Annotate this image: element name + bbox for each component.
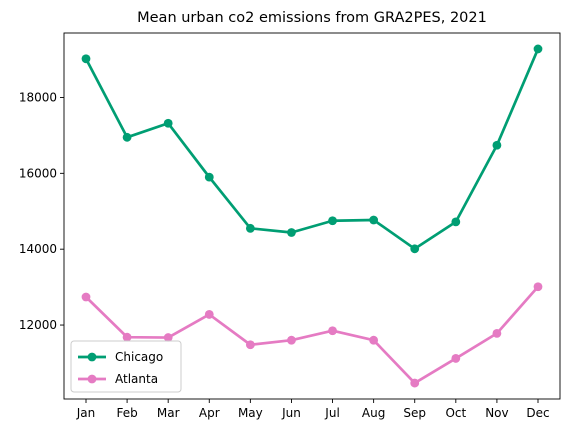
data-point-chicago [81,54,91,64]
chart-title: Mean urban co2 emissions from GRA2PES, 2… [137,10,487,26]
data-point-atlanta [245,340,255,350]
x-tick-label: Mar [157,406,180,420]
data-point-atlanta [451,354,461,363]
y-tick-label: 18000 [19,90,57,104]
y-tick-label: 12000 [19,318,57,332]
data-point-chicago [122,132,132,142]
legend: Chicago Atlanta [70,340,182,393]
y-tick-label: 14000 [19,242,57,256]
legend-label-atlanta: Atlanta [115,372,158,386]
data-point-chicago [328,216,337,226]
legend-label-chicago: Chicago [115,350,163,364]
data-point-chicago [410,244,420,254]
data-point-chicago [492,140,502,150]
x-tick-label: Jul [324,406,339,420]
y-axis: 12000 14000 16000 18000 [19,90,64,332]
data-point-chicago [245,223,255,233]
x-tick-label: Feb [116,406,137,420]
data-point-chicago [287,228,296,237]
x-tick-label: Sep [403,406,426,420]
x-tick-label: Jun [281,406,301,420]
data-point-atlanta [369,335,379,345]
plot-area-frame [63,32,561,400]
data-point-atlanta [81,292,91,302]
series-group [81,44,543,388]
data-point-chicago [451,217,461,227]
data-point-atlanta [533,282,543,292]
x-tick-label: Dec [526,406,549,420]
x-axis: Jan Feb Mar Apr May Jun Jul Aug Sep Oct Nov Dec [76,399,550,420]
series-line-chicago [84,48,540,251]
data-point-chicago [369,215,379,225]
data-point-atlanta [287,335,296,345]
series-line-atlanta [85,285,540,385]
data-point-atlanta [163,333,173,342]
x-tick-label: Apr [199,406,220,420]
legend-marker-atlanta [87,374,97,384]
x-tick-label: May [238,406,263,420]
data-point-chicago [163,118,173,128]
data-point-chicago [204,172,214,182]
data-point-atlanta [122,332,132,342]
data-point-atlanta [492,328,502,338]
data-point-atlanta [328,326,337,336]
data-point-chicago [533,44,543,54]
data-point-atlanta [410,378,420,388]
x-tick-label: Nov [485,406,508,420]
data-point-atlanta [204,310,214,319]
x-tick-label: Jan [76,406,96,420]
x-tick-label: Aug [362,406,385,420]
y-tick-label: 16000 [19,166,57,180]
x-tick-label: Oct [445,406,466,420]
legend-marker-chicago [87,352,97,362]
